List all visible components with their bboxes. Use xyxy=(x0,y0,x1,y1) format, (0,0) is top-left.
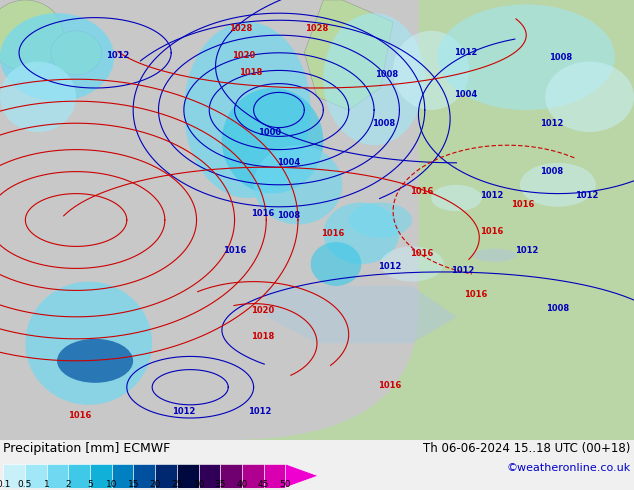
Text: 1020: 1020 xyxy=(233,50,256,59)
Ellipse shape xyxy=(25,282,152,405)
Text: 1008: 1008 xyxy=(372,119,395,128)
Text: 1012: 1012 xyxy=(455,49,477,57)
Text: 1016: 1016 xyxy=(68,411,91,420)
Text: 1012: 1012 xyxy=(451,266,474,275)
Ellipse shape xyxy=(0,62,76,132)
Bar xyxy=(198,464,220,488)
Ellipse shape xyxy=(51,31,101,75)
Text: 1016: 1016 xyxy=(410,248,433,258)
Bar xyxy=(46,464,68,488)
Ellipse shape xyxy=(0,13,114,101)
Text: 1012: 1012 xyxy=(515,246,538,255)
Text: 5: 5 xyxy=(87,480,93,489)
Text: 1008: 1008 xyxy=(375,70,398,79)
Ellipse shape xyxy=(437,4,615,110)
Text: 1012: 1012 xyxy=(172,407,195,416)
Ellipse shape xyxy=(393,31,469,110)
Ellipse shape xyxy=(254,145,342,224)
Bar xyxy=(3,464,25,488)
Text: 1016: 1016 xyxy=(321,229,344,238)
Bar xyxy=(90,464,112,488)
Ellipse shape xyxy=(323,202,399,264)
Ellipse shape xyxy=(311,242,361,286)
Polygon shape xyxy=(266,286,456,343)
Text: 50: 50 xyxy=(280,480,291,489)
Bar xyxy=(177,464,198,488)
Ellipse shape xyxy=(380,246,444,282)
Bar xyxy=(68,464,90,488)
Text: 1004: 1004 xyxy=(455,90,477,99)
Ellipse shape xyxy=(323,13,425,145)
Text: 35: 35 xyxy=(214,480,226,489)
Text: 1008: 1008 xyxy=(550,53,573,62)
Ellipse shape xyxy=(0,0,63,71)
Bar xyxy=(264,464,285,488)
Text: 1012: 1012 xyxy=(480,191,503,200)
Ellipse shape xyxy=(57,339,133,383)
Text: 0.1: 0.1 xyxy=(0,480,10,489)
Ellipse shape xyxy=(472,248,517,262)
Ellipse shape xyxy=(184,22,311,198)
Text: 1008: 1008 xyxy=(277,211,300,220)
Text: 1012: 1012 xyxy=(249,407,271,416)
Ellipse shape xyxy=(349,202,412,238)
Text: 25: 25 xyxy=(171,480,183,489)
Ellipse shape xyxy=(222,123,247,158)
Ellipse shape xyxy=(545,62,634,132)
FancyBboxPatch shape xyxy=(13,0,634,490)
Ellipse shape xyxy=(222,88,323,194)
Polygon shape xyxy=(304,0,393,110)
Text: 1012: 1012 xyxy=(540,119,563,128)
Ellipse shape xyxy=(431,185,482,211)
Text: 1028: 1028 xyxy=(306,24,328,33)
Text: 1016: 1016 xyxy=(512,200,534,209)
Text: 45: 45 xyxy=(258,480,269,489)
Bar xyxy=(133,464,155,488)
Text: 1018: 1018 xyxy=(252,332,275,341)
Text: 0.5: 0.5 xyxy=(18,480,32,489)
Text: Th 06-06-2024 15..18 UTC (00+18): Th 06-06-2024 15..18 UTC (00+18) xyxy=(424,442,631,455)
Text: 40: 40 xyxy=(236,480,248,489)
Text: 1016: 1016 xyxy=(464,290,487,299)
Text: 1020: 1020 xyxy=(252,306,275,315)
Bar xyxy=(220,464,242,488)
Text: 1016: 1016 xyxy=(252,209,275,218)
Text: 1016: 1016 xyxy=(410,187,433,196)
Bar xyxy=(242,464,264,488)
FancyBboxPatch shape xyxy=(0,0,418,440)
Text: 1016: 1016 xyxy=(480,226,503,236)
Text: 10: 10 xyxy=(106,480,117,489)
Text: 1028: 1028 xyxy=(230,24,252,33)
Text: 1012: 1012 xyxy=(378,262,401,270)
Text: 1004: 1004 xyxy=(277,158,300,167)
Text: 1018: 1018 xyxy=(239,68,262,77)
Text: 1016: 1016 xyxy=(223,246,246,255)
Bar xyxy=(155,464,177,488)
Text: 1008: 1008 xyxy=(547,303,569,313)
Text: 1008: 1008 xyxy=(540,167,563,176)
Text: 1000: 1000 xyxy=(258,127,281,137)
Bar xyxy=(112,464,133,488)
Text: 1012: 1012 xyxy=(106,50,129,59)
Ellipse shape xyxy=(520,163,596,207)
Text: 1: 1 xyxy=(44,480,49,489)
Text: 30: 30 xyxy=(193,480,204,489)
Text: Precipitation [mm] ECMWF: Precipitation [mm] ECMWF xyxy=(3,442,171,455)
Text: 2: 2 xyxy=(65,480,71,489)
Text: 1012: 1012 xyxy=(575,191,598,200)
Polygon shape xyxy=(285,464,318,488)
Text: 1016: 1016 xyxy=(378,381,401,390)
Text: 20: 20 xyxy=(150,480,161,489)
Text: 15: 15 xyxy=(127,480,139,489)
Text: ©weatheronline.co.uk: ©weatheronline.co.uk xyxy=(507,463,631,472)
Bar xyxy=(25,464,46,488)
